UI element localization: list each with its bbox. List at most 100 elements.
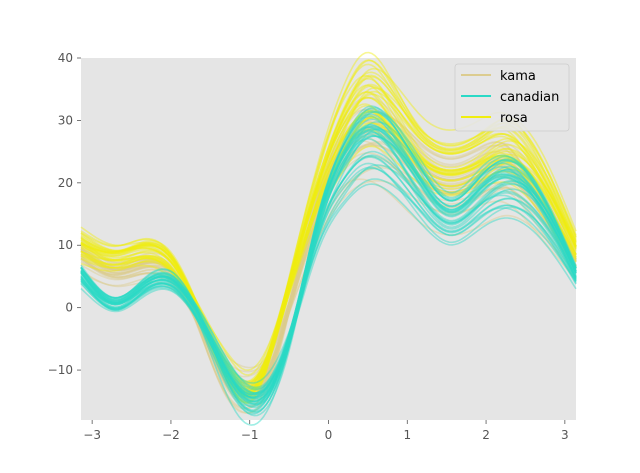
andrews-curve-canadian [80,135,577,426]
legend-label-kama: kama [500,69,536,84]
andrews-curve-canadian [80,167,577,396]
x-tick-label: −3 [83,428,101,442]
andrews-curve-kama [80,133,577,409]
legend: kama canadian rosa [454,63,570,132]
andrews-curve-rosa [80,91,577,394]
andrews-curve-kama [80,125,577,391]
andrews-curve-kama [80,116,577,407]
andrews-curve-rosa [80,111,577,391]
andrews-curve-canadian [80,105,577,406]
andrews-curve-canadian [80,150,577,397]
andrews-curve-rosa [80,91,577,392]
andrews-curve-kama [80,143,577,397]
andrews-curve-canadian [80,125,577,412]
andrews-curve-rosa [80,114,577,383]
andrews-curve-canadian [80,131,577,391]
andrews-curve-kama [80,127,577,403]
andrews-curve-canadian [80,113,577,394]
x-tick-label: 1 [403,428,411,442]
andrews-curve-rosa [80,96,577,398]
andrews-curve-rosa [80,109,577,397]
andrews-curve-rosa [80,103,577,376]
andrews-curve-kama [80,144,577,369]
andrews-curve-kama [80,113,577,399]
andrews-curve-kama [80,140,577,384]
andrews-curve-canadian [80,111,577,396]
andrews-curve-rosa [80,116,577,385]
andrews-curve-canadian [80,156,577,395]
andrews-curve-kama [80,152,577,388]
andrews-curve-rosa [80,111,577,372]
andrews-curve-kama [80,144,577,399]
andrews-curve-canadian [80,106,577,402]
andrews-curve-rosa [80,84,577,398]
x-tick-label: 0 [325,428,333,442]
andrews-curve-kama [80,155,577,394]
andrews-curve-canadian [80,128,577,403]
andrews-curve-rosa [80,90,577,393]
andrews-curve-kama [80,119,577,394]
andrews-curve-rosa [80,128,577,389]
andrews-curve-canadian [80,118,577,401]
andrews-curve-kama [80,110,577,398]
andrews-curve-canadian [80,126,577,413]
andrews-curve-rosa [80,122,577,390]
andrews-curve-canadian [80,166,577,398]
andrews-curve-kama [80,120,577,414]
andrews-curve-kama [80,96,577,386]
andrews-curve-canadian [80,162,577,399]
andrews-curve-canadian [80,115,577,404]
andrews-curve-rosa [80,115,577,383]
andrews-curve-rosa [80,109,577,394]
series-rosa-curves [80,51,577,405]
andrews-curve-kama [80,121,577,402]
andrews-curve-kama [80,108,577,398]
series-canadian-curves [80,105,577,426]
andrews-curve-canadian [80,154,577,399]
andrews-curve-rosa [80,122,577,401]
andrews-curve-canadian [80,124,577,400]
andrews-curve-kama [80,131,577,414]
andrews-curve-canadian [80,123,577,414]
y-tick-label: 30 [58,113,73,127]
andrews-curve-rosa [80,74,577,405]
andrews-curve-canadian [80,130,577,389]
andrews-curve-rosa [80,96,577,404]
y-tick-label: 20 [58,176,73,190]
andrews-curve-canadian [80,155,577,405]
andrews-curve-canadian [80,183,577,399]
andrews-curve-canadian [80,125,577,403]
andrews-curve-canadian [80,127,577,394]
andrews-curve-rosa [80,85,577,396]
andrews-curve-canadian [80,134,577,411]
x-tick-label: −1 [241,428,259,442]
andrews-curve-canadian [80,128,577,406]
andrews-curve-kama [80,114,577,390]
x-tick-label: 3 [561,428,569,442]
andrews-curve-rosa [80,77,577,389]
andrews-curve-canadian [80,111,577,403]
andrews-curve-kama [80,126,577,394]
andrews-curve-rosa [80,116,577,396]
andrews-curve-canadian [80,110,577,407]
y-tick-label: 0 [65,301,73,315]
andrews-curve-canadian [80,129,577,417]
andrews-curve-rosa [80,93,577,394]
andrews-curve-rosa [80,104,577,393]
andrews-curve-kama [80,108,577,397]
x-tick-label: −2 [162,428,180,442]
andrews-curve-kama [80,126,577,396]
andrews-curve-kama [80,122,577,384]
andrews-curve-canadian [80,121,577,415]
x-tick-label: 2 [482,428,490,442]
y-tick-label: 40 [58,51,73,65]
andrews-curve-rosa [80,145,577,396]
andrews-curve-rosa [80,83,577,403]
andrews-curve-kama [80,142,577,410]
andrews-curve-kama [80,135,577,404]
legend-box [454,63,570,132]
andrews-curve-canadian [80,137,577,409]
legend-label-canadian: canadian [500,90,559,105]
